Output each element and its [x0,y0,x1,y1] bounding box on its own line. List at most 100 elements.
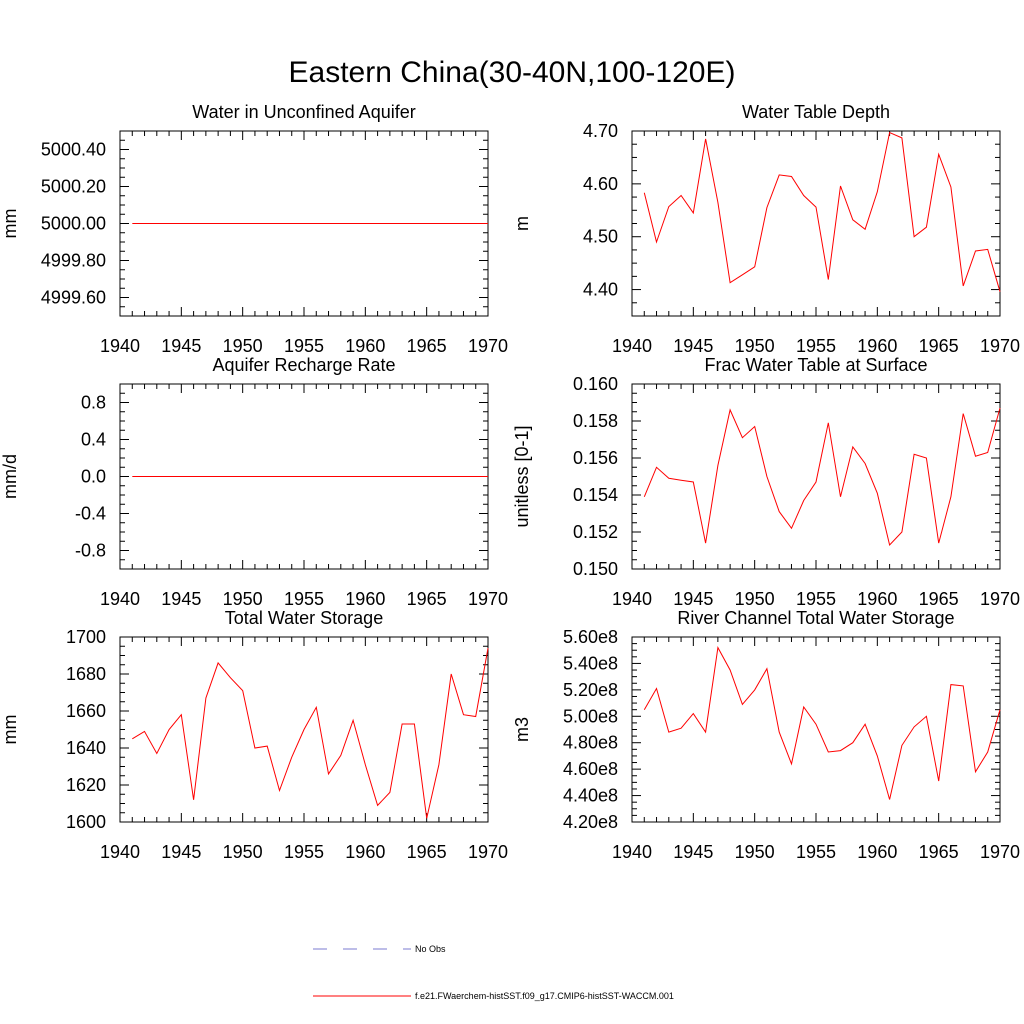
river-channel-storage-xtick-label: 1950 [735,842,775,862]
aquifer-recharge-rate-ytick-label: -0.8 [75,541,106,561]
frac-water-table-surface-ytick-label: 0.158 [573,411,618,431]
water-unconfined-aquifer-ytick-label: 5000.20 [41,177,106,197]
aquifer-recharge-rate-title: Aquifer Recharge Rate [212,355,395,375]
frac-water-table-surface-ytick-label: 0.150 [573,559,618,579]
total-water-storage-xtick-label: 1965 [407,842,447,862]
frac-water-table-surface-series-line [643,407,1001,547]
total-water-storage-ytick-label: 1660 [66,701,106,721]
aquifer-recharge-rate-ytick-label: -0.4 [75,504,106,524]
total-water-storage-ytick-label: 1700 [66,627,106,647]
water-table-depth-title: Water Table Depth [742,102,890,122]
water-unconfined-aquifer-title: Water in Unconfined Aquifer [192,102,415,122]
water-unconfined-aquifer-ytick-label: 4999.80 [41,251,106,271]
river-channel-storage-ytick-label: 4.80e8 [563,733,618,753]
legend-label-model: f.e21.FWaerchem-histSST.f09_g17.CMIP6-hi… [415,991,674,1001]
river-channel-storage-ytick-label: 4.20e8 [563,812,618,832]
total-water-storage-xtick-label: 1940 [100,842,140,862]
aquifer-recharge-rate-ytick-label: 0.4 [81,430,106,450]
frac-water-table-surface-title: Frac Water Table at Surface [704,355,927,375]
river-channel-storage-xtick-label: 1960 [857,842,897,862]
water-unconfined-aquifer-xtick-label: 1960 [345,336,385,356]
water-table-depth-xtick-label: 1970 [980,336,1020,356]
water-unconfined-aquifer-xtick-label: 1955 [284,336,324,356]
total-water-storage-xtick-label: 1950 [223,842,263,862]
water-table-depth-ytick-label: 4.70 [583,121,618,141]
legend-label-no-obs: No Obs [415,944,446,954]
panel-water-table-depth: Water Table Depth m 1940 1945 1950 1955 1960 19… [512,102,1020,356]
total-water-storage-xtick-label: 1960 [345,842,385,862]
river-channel-storage-xtick-label: 1940 [612,842,652,862]
aquifer-recharge-rate-xtick-label: 1955 [284,589,324,609]
river-channel-storage-ytick-label: 5.20e8 [563,680,618,700]
frac-water-table-surface-xtick-label: 1945 [673,589,713,609]
total-water-storage-xtick-label: 1970 [468,842,508,862]
aquifer-recharge-rate-ytick-label: 0.0 [81,467,106,487]
legend: No Obs f.e21.FWaerchem-histSST.f09_g17.C… [313,944,674,1001]
frac-water-table-surface-xtick-label: 1960 [857,589,897,609]
frac-water-table-surface-ytick-label: 0.152 [573,522,618,542]
water-table-depth-xtick-label: 1950 [735,336,775,356]
water-table-depth-ylabel: m [512,216,532,231]
river-channel-storage-xtick-label: 1955 [796,842,836,862]
water-table-depth-ytick-label: 4.40 [583,280,618,300]
water-table-depth-xtick-label: 1965 [919,336,959,356]
figure-title: Eastern China(30-40N,100-120E) [289,56,736,89]
river-channel-storage-ytick-label: 5.00e8 [563,706,618,726]
water-unconfined-aquifer-xtick-label: 1970 [468,336,508,356]
aquifer-recharge-rate-xtick-label: 1970 [468,589,508,609]
frac-water-table-surface-plot-frame [631,383,1001,570]
river-channel-storage-ytick-label: 4.40e8 [563,786,618,806]
water-unconfined-aquifer-xtick-label: 1945 [161,336,201,356]
aquifer-recharge-rate-xtick-label: 1965 [407,589,447,609]
frac-water-table-surface-xtick-label: 1955 [796,589,836,609]
river-channel-storage-series-line [643,646,1001,800]
frac-water-table-surface-ytick-label: 0.160 [573,374,618,394]
water-table-depth-plot-frame [631,130,1001,317]
water-table-depth-ytick-label: 4.60 [583,174,618,194]
water-table-depth-xtick-label: 1940 [612,336,652,356]
frac-water-table-surface-xtick-label: 1965 [919,589,959,609]
aquifer-recharge-rate-ylabel: mm/d [0,454,20,499]
frac-water-table-surface-xtick-label: 1950 [735,589,775,609]
panel-river-channel-storage: River Channel Total Water Storage m3 1940 1… [512,608,1020,862]
water-unconfined-aquifer-xtick-label: 1950 [223,336,263,356]
total-water-storage-ytick-label: 1600 [66,812,106,832]
river-channel-storage-ylabel: m3 [512,717,532,742]
water-table-depth-xtick-label: 1960 [857,336,897,356]
frac-water-table-surface-ytick-label: 0.156 [573,448,618,468]
water-unconfined-aquifer-xtick-label: 1965 [407,336,447,356]
aquifer-recharge-rate-xtick-label: 1940 [100,589,140,609]
aquifer-recharge-rate-ytick-label: 0.8 [81,393,106,413]
panel-frac-water-table-surface: Frac Water Table at Surface unitless [0-1… [512,355,1020,609]
water-unconfined-aquifer-ytick-label: 5000.40 [41,140,106,160]
total-water-storage-title: Total Water Storage [225,608,383,628]
total-water-storage-ytick-label: 1680 [66,664,106,684]
water-table-depth-xtick-label: 1955 [796,336,836,356]
aquifer-recharge-rate-xtick-label: 1950 [223,589,263,609]
panel-total-water-storage: Total Water Storage mm 1940 1945 1950 1955 196… [0,608,508,862]
total-water-storage-xtick-label: 1945 [161,842,201,862]
water-table-depth-ytick-label: 4.50 [583,227,618,247]
frac-water-table-surface-xtick-label: 1970 [980,589,1020,609]
river-channel-storage-ytick-label: 5.60e8 [563,627,618,647]
river-channel-storage-ytick-label: 5.40e8 [563,653,618,673]
river-channel-storage-ytick-label: 4.60e8 [563,759,618,779]
frac-water-table-surface-ylabel: unitless [0-1] [512,425,532,527]
total-water-storage-ylabel: mm [0,715,20,745]
panel-water-unconfined-aquifer: Water in Unconfined Aquifer mm 1940 1945 195… [0,102,508,356]
river-channel-storage-title: River Channel Total Water Storage [677,608,954,628]
total-water-storage-series-line [132,648,489,819]
water-table-depth-xtick-label: 1945 [673,336,713,356]
water-unconfined-aquifer-xtick-label: 1940 [100,336,140,356]
water-table-depth-series-line [643,131,1001,292]
total-water-storage-xtick-label: 1955 [284,842,324,862]
frac-water-table-surface-ytick-label: 0.154 [573,485,618,505]
aquifer-recharge-rate-xtick-label: 1945 [161,589,201,609]
total-water-storage-ytick-label: 1640 [66,738,106,758]
frac-water-table-surface-xtick-label: 1940 [612,589,652,609]
river-channel-storage-xtick-label: 1970 [980,842,1020,862]
water-unconfined-aquifer-ytick-label: 4999.60 [41,288,106,308]
panel-aquifer-recharge-rate: Aquifer Recharge Rate mm/d 1940 1945 1950 195… [0,355,508,609]
aquifer-recharge-rate-xtick-label: 1960 [345,589,385,609]
